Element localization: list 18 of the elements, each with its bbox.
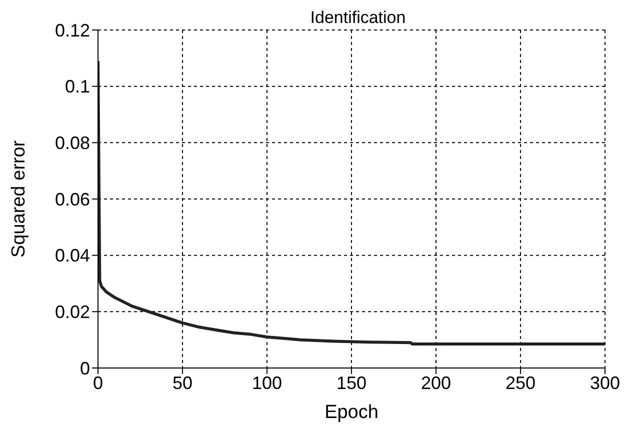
y-tick-label: 0.02 [54,302,90,322]
y-tick-label: 0.1 [64,76,90,97]
y-tick-label: 0.06 [54,189,90,210]
x-tick-label: 50 [172,372,193,393]
x-tick-label: 250 [505,372,536,393]
chart-title: Identification [309,8,407,28]
x-tick-label: 0 [92,372,104,393]
x-axis-title: Epoch [324,402,378,423]
y-tick-label: 0.12 [54,20,90,40]
y-axis-title: Squared error [8,140,30,258]
x-tick-label: 200 [420,372,452,393]
x-tick-label: 150 [336,372,367,393]
y-tick-label: 0.08 [54,133,90,154]
line-series [98,59,605,346]
y-tick-label: 0.04 [54,246,90,266]
y-tick-label: 0 [80,358,90,378]
x-tick-label: 100 [252,372,282,393]
x-tick-label: 300 [590,372,620,393]
